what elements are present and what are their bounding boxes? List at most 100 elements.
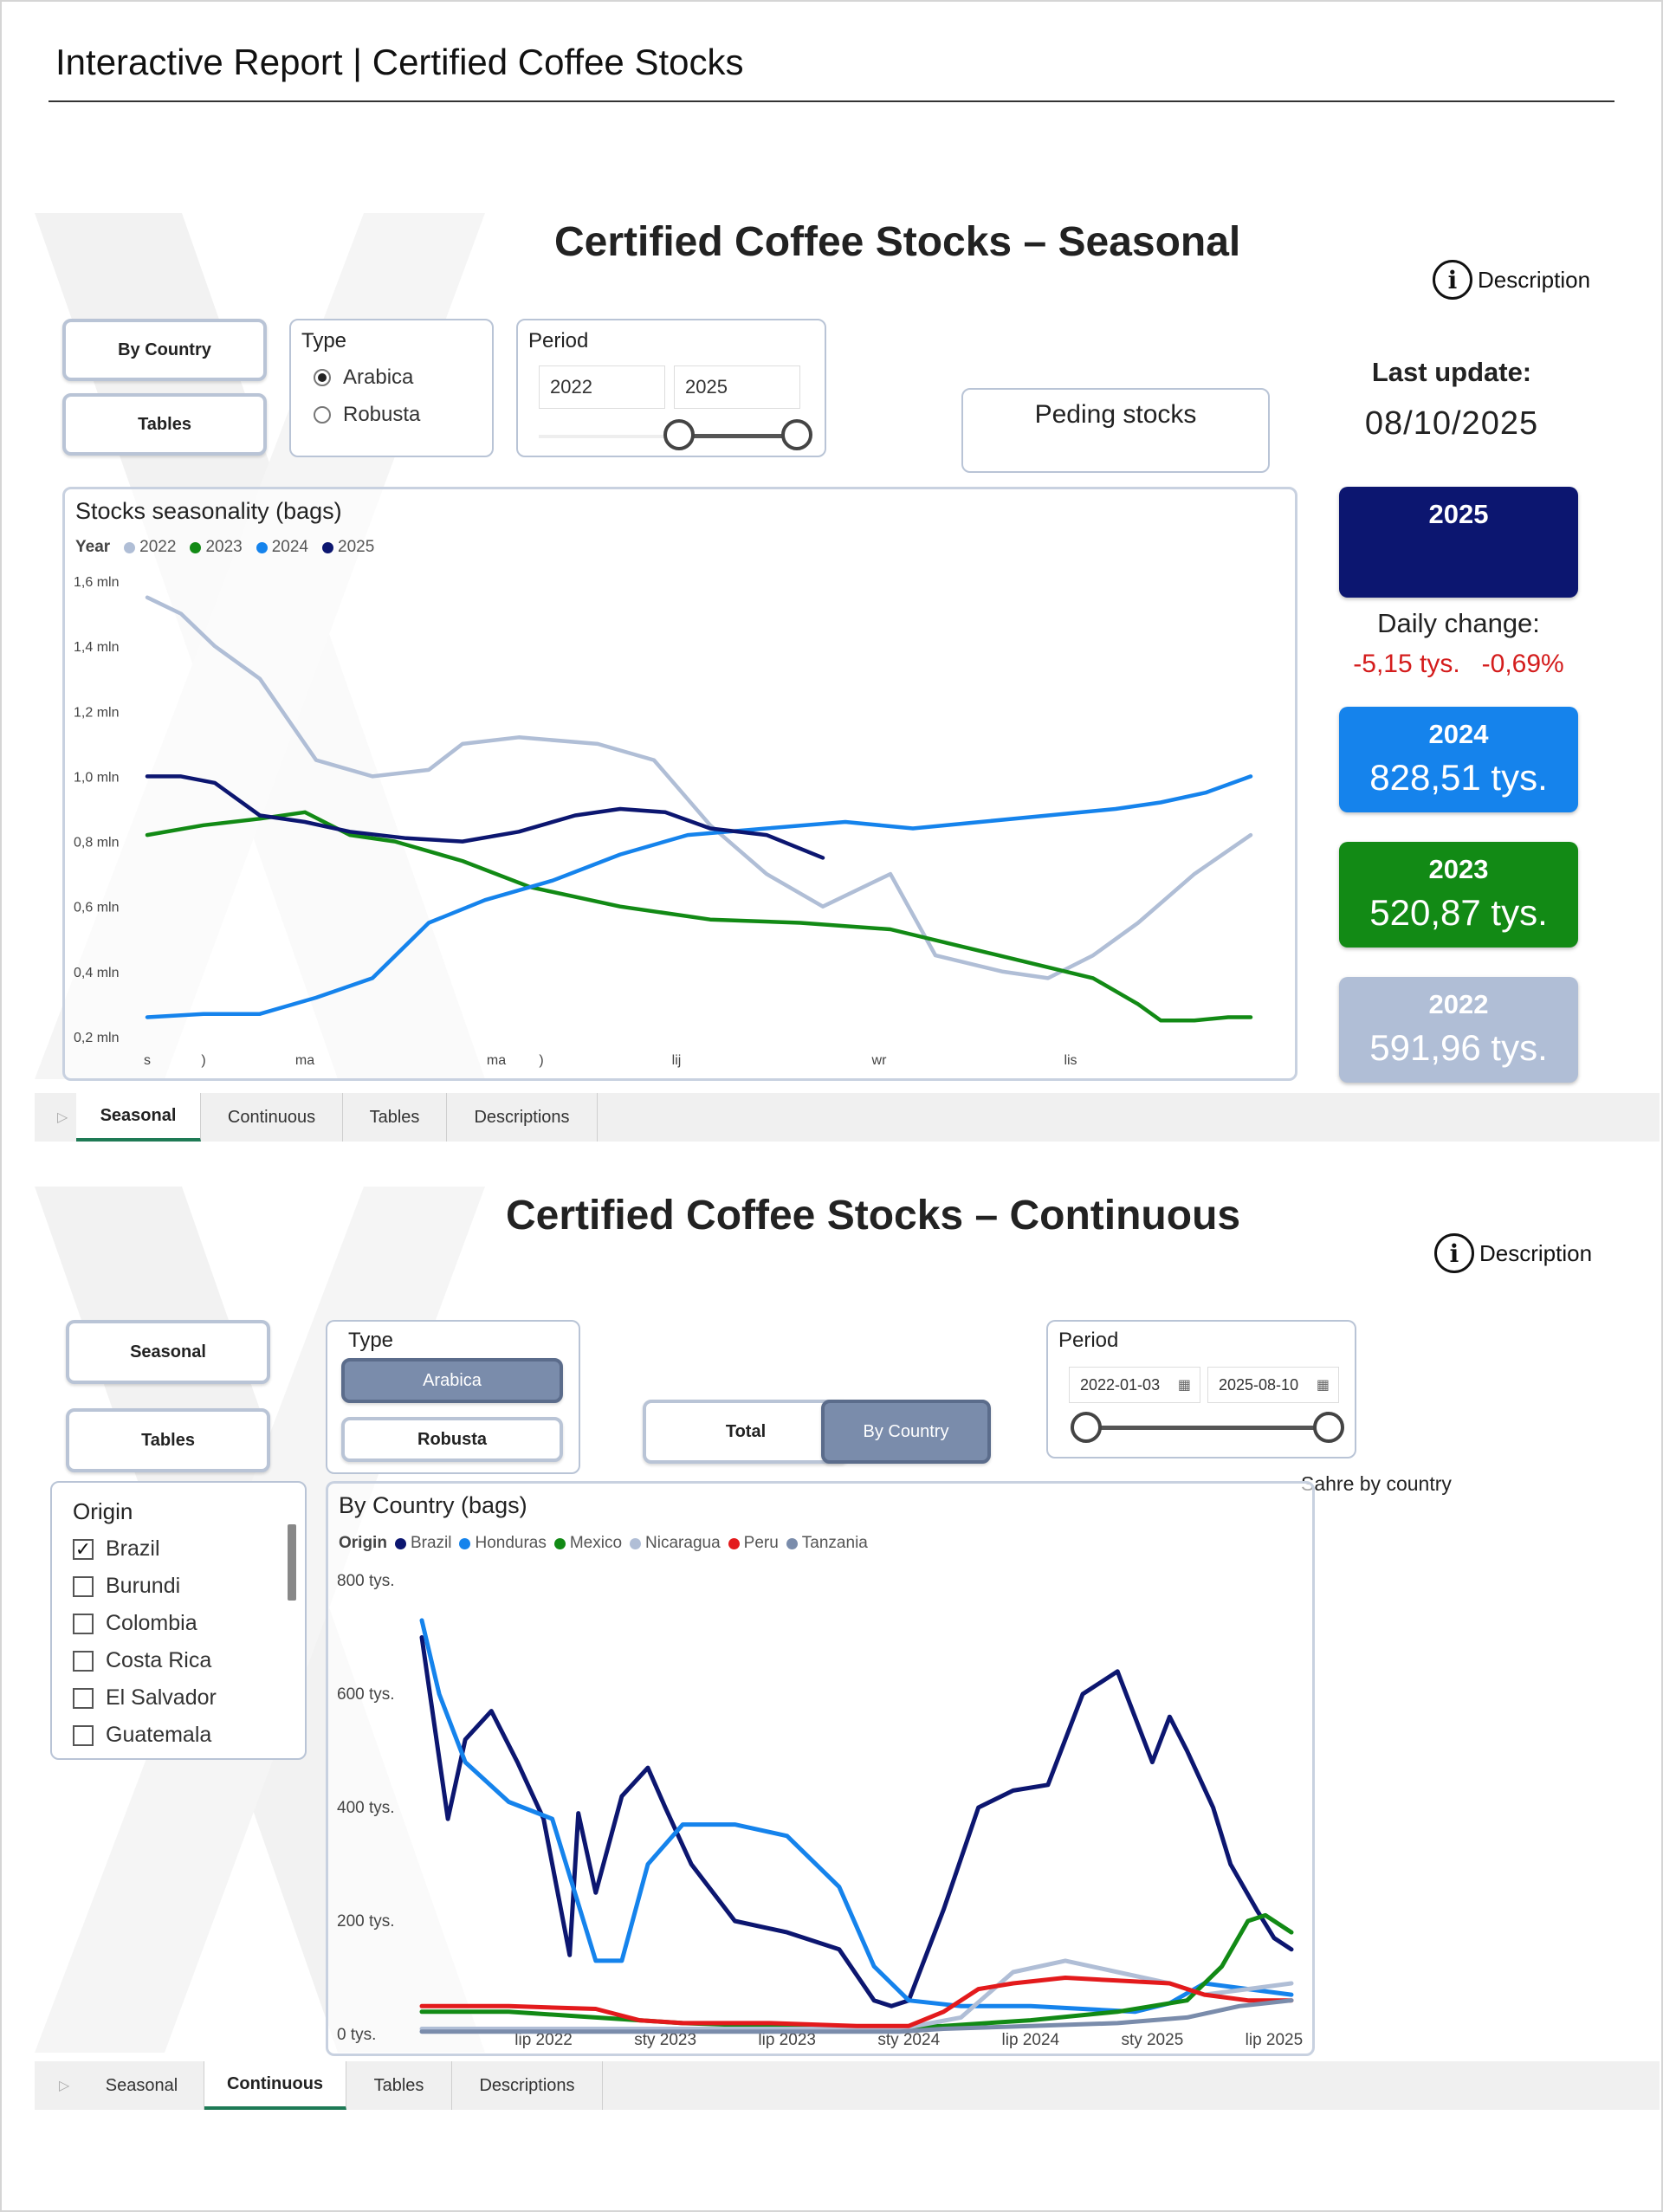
by-country-button[interactable]: By Country — [62, 319, 267, 381]
legend-item-tanzania[interactable]: Tanzania — [786, 1534, 868, 1553]
seasonality-chart: Stocks seasonality (bags) Year 2022 2023… — [62, 487, 1297, 1081]
type-arabica-button[interactable]: Arabica — [341, 1358, 563, 1403]
origin-item[interactable]: Guatemala — [73, 1723, 211, 1748]
legend-title: Origin — [339, 1534, 387, 1552]
kpi-year: 2024 — [1428, 719, 1489, 749]
x-tick-label: ma — [487, 1053, 506, 1068]
period-slider-range — [679, 434, 797, 438]
description-label: Description — [1478, 266, 1591, 293]
tables-button[interactable]: Tables — [66, 1408, 270, 1472]
tab-scroll-icon[interactable]: ▷ — [59, 2079, 70, 2093]
tab-continuous[interactable]: Continuous — [201, 1093, 343, 1142]
y-tick-label: 0,2 mln — [74, 1031, 119, 1045]
info-icon: i — [1433, 260, 1472, 300]
seasonal-description-link[interactable]: i Description — [1433, 260, 1590, 300]
legend-item-2024[interactable]: 2024 — [256, 538, 308, 557]
by-country-button[interactable]: By Country — [821, 1400, 991, 1464]
legend-item-honduras[interactable]: Honduras — [459, 1534, 547, 1553]
legend-item-2022[interactable]: 2022 — [124, 538, 176, 557]
period-to-input[interactable]: 2025 — [674, 365, 800, 409]
legend-item-peru[interactable]: Peru — [728, 1534, 779, 1553]
series-line-2024[interactable] — [145, 774, 1253, 1019]
type-robusta-button[interactable]: Robusta — [341, 1417, 563, 1462]
by-country-plot: 800 tys. 600 tys. 400 tys. 200 tys. 0 tys. li… — [337, 1572, 1303, 2049]
tab-seasonal[interactable]: Seasonal — [76, 1093, 201, 1142]
seasonal-button[interactable]: Seasonal — [66, 1320, 270, 1384]
tab-descriptions[interactable]: Descriptions — [452, 2061, 603, 2110]
x-tick-label: lip 2023 — [758, 2031, 816, 2049]
y-tick-label: 0 tys. — [337, 2026, 376, 2044]
series-line-2023[interactable] — [145, 810, 1253, 1023]
origin-item[interactable]: El Salvador — [73, 1685, 217, 1711]
x-tick-label: s — [144, 1053, 151, 1068]
x-tick-label: ma — [295, 1053, 314, 1068]
x-tick-label: lip 2022 — [514, 2031, 573, 2049]
legend-label: 2023 — [205, 538, 243, 556]
origin-item-label: Brazil — [106, 1536, 160, 1561]
series-line-tanzania[interactable] — [419, 1998, 1294, 2034]
period-slider-end-handle[interactable] — [781, 419, 812, 450]
x-tick-label: sty 2023 — [634, 2031, 696, 2049]
legend-dot — [786, 1537, 798, 1549]
legend-item-brazil[interactable]: Brazil — [394, 1534, 451, 1553]
origin-item[interactable]: ✓ Brazil — [73, 1536, 160, 1562]
period-to-value: 2025-08-10 — [1219, 1375, 1299, 1394]
origin-item[interactable]: Colombia — [73, 1611, 197, 1636]
period-slider-start-handle[interactable] — [663, 419, 695, 450]
period-from-input[interactable]: 2022-01-03 ▦ — [1069, 1367, 1200, 1403]
tab-scroll-icon[interactable]: ▷ — [57, 1110, 68, 1125]
kpi-card-2024: 2024 828,51 tys. — [1339, 707, 1578, 812]
series-line-2022[interactable] — [145, 595, 1253, 980]
period-to-input[interactable]: 2025-08-10 ▦ — [1207, 1367, 1339, 1403]
type-filter-card: Type Arabica Robusta — [289, 319, 494, 457]
origin-item[interactable]: Costa Rica — [73, 1648, 211, 1673]
x-tick-label: ) — [201, 1053, 205, 1068]
legend-item-nicaragua[interactable]: Nicaragua — [630, 1534, 721, 1553]
legend-dot — [459, 1537, 471, 1549]
legend-item-2025[interactable]: 2025 — [322, 538, 374, 557]
series-line-mexico[interactable] — [419, 1912, 1294, 2031]
last-update-label: Last update: — [1371, 357, 1532, 387]
series-line-honduras[interactable] — [419, 1618, 1294, 2015]
tab-tables[interactable]: Tables — [343, 1093, 447, 1142]
tab-continuous[interactable]: Continuous — [204, 2061, 346, 2110]
kpi-card-2023: 2023 520,87 tys. — [1339, 842, 1578, 948]
radio-robusta[interactable]: Robusta — [314, 403, 420, 427]
kpi-year: 2025 — [1428, 499, 1489, 529]
series-line-2025[interactable] — [145, 774, 825, 860]
legend-dot — [728, 1537, 740, 1549]
legend-label: Peru — [743, 1534, 779, 1552]
header-divider — [49, 100, 1614, 102]
legend-item-mexico[interactable]: Mexico — [553, 1534, 622, 1553]
period-from-input[interactable]: 2022 — [539, 365, 665, 409]
kpi-year: 2022 — [1428, 989, 1489, 1019]
origin-scrollbar[interactable] — [288, 1524, 296, 1601]
by-country-chart: By Country (bags) Origin Brazil Honduras… — [326, 1481, 1315, 2056]
tables-button[interactable]: Tables — [62, 393, 267, 456]
pending-stocks-label: Peding stocks — [1034, 400, 1197, 429]
tab-descriptions[interactable]: Descriptions — [447, 1093, 598, 1142]
period-slider-end-handle[interactable] — [1313, 1412, 1344, 1443]
total-button[interactable]: Total — [643, 1400, 849, 1464]
origin-item-label: Colombia — [106, 1611, 197, 1635]
kpi-card-2025: 2025 — [1339, 487, 1578, 598]
tab-seasonal[interactable]: Seasonal — [80, 2061, 204, 2110]
continuous-description-link[interactable]: i Description — [1434, 1233, 1592, 1273]
kpi-value: 591,96 tys. — [1369, 1027, 1548, 1068]
radio-arabica[interactable]: Arabica — [314, 365, 413, 390]
x-tick-label: ) — [539, 1053, 543, 1068]
series-line-nicaragua[interactable] — [419, 1958, 1294, 2031]
seasonal-title: Certified Coffee Stocks – Seasonal — [554, 219, 1241, 265]
series-line-brazil[interactable] — [419, 1635, 1294, 2008]
series-line-peru[interactable] — [419, 1976, 1294, 2028]
origin-item[interactable]: Burundi — [73, 1574, 180, 1599]
legend-item-2023[interactable]: 2023 — [190, 538, 243, 557]
tab-tables[interactable]: Tables — [346, 2061, 452, 2110]
pending-stocks-card: Peding stocks — [961, 388, 1270, 473]
y-tick-label: 1,6 mln — [74, 575, 119, 590]
period-slider-start-handle[interactable] — [1071, 1412, 1102, 1443]
calendar-icon: ▦ — [1177, 1378, 1191, 1393]
legend-label: Honduras — [475, 1534, 547, 1552]
y-tick-label: 1,2 mln — [74, 705, 119, 720]
